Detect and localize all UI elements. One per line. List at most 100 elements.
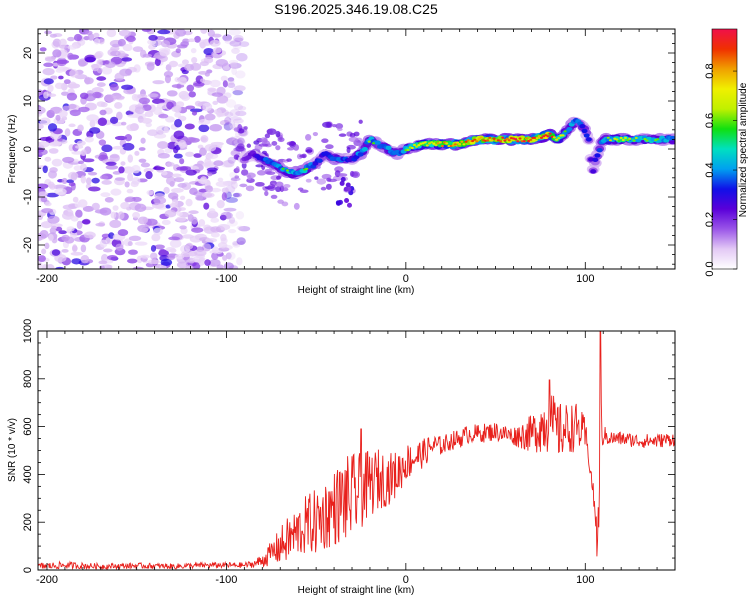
spectrogram-noise-blob — [161, 170, 168, 176]
spectrogram-noise-blob — [166, 101, 174, 110]
spectrogram-noise-blob — [138, 158, 147, 163]
spectrogram-halo-blob — [322, 121, 332, 128]
spectrogram-noise-blob — [157, 141, 169, 149]
spectrogram-noise-blob — [227, 156, 236, 164]
spectrogram-noise-blob — [173, 153, 183, 159]
spectrogram-noise-blob — [200, 29, 208, 34]
spectrogram-noise-blob — [178, 139, 187, 149]
spectrogram-noise-blob — [105, 161, 117, 166]
spectrogram-noise-blob — [51, 249, 61, 256]
spectrogram-noise-blob — [103, 60, 110, 65]
snr-y-tick-label: 400 — [22, 465, 34, 483]
spectrogram-y-label: Frequency (Hz) — [7, 115, 18, 184]
spectrogram-noise-blob — [146, 190, 154, 196]
spectrogram-noise-blob — [221, 192, 227, 201]
spectrogram-noise-blob — [198, 257, 205, 266]
spectrogram-noise-blob — [39, 136, 53, 142]
spectrogram-noise-blob — [140, 227, 149, 233]
spectrogram-ridge-cell — [645, 139, 649, 142]
spectrogram-ridge-cell — [563, 130, 567, 133]
spectrogram-noise-blob — [44, 201, 52, 207]
spectrogram-noise-blob — [174, 111, 182, 118]
spectrogram-ridge-cell — [585, 137, 592, 142]
spectrogram-noise-blob — [239, 41, 250, 47]
spectrogram-noise-blob — [101, 66, 113, 75]
spectrogram-ridge-cell — [518, 137, 522, 140]
spectrogram-noise-blob — [79, 92, 89, 100]
spectrogram-noise-blob — [38, 191, 48, 198]
spectrogram-noise-blob — [74, 74, 88, 80]
spectrogram-noise-blob — [228, 120, 236, 129]
spectrogram-noise-blob — [222, 254, 228, 261]
spectrogram-noise-blob — [234, 37, 244, 42]
spectrogram-halo-blob — [338, 133, 347, 137]
spectrogram-ridge-cell — [596, 147, 603, 153]
spectrogram-noise-blob — [212, 47, 222, 54]
spectrogram-x-ticks: -200 -100 0 100 — [36, 29, 676, 285]
spectrogram-noise-blob — [236, 257, 243, 266]
spectrogram-halo-blob — [262, 137, 268, 144]
spectrogram-halo-blob — [239, 183, 248, 188]
spectrogram-noise-blob — [180, 92, 191, 101]
spectrogram-ridge-cell — [428, 142, 432, 145]
spectrogram-noise-blob — [43, 62, 54, 68]
spectrogram-halo-blob — [264, 133, 271, 139]
spectrogram-noise-blob — [212, 100, 219, 106]
spectrogram-noise-blob — [105, 164, 119, 170]
spectrogram-halo-blob — [277, 199, 284, 204]
spectrogram-noise-blob — [160, 40, 171, 48]
spectrogram-noise-blob — [189, 235, 202, 243]
spectrogram-noise-blob — [84, 56, 96, 63]
spectrogram-ridge-cell — [423, 141, 427, 144]
spectrogram-ridge-cell — [522, 140, 526, 143]
spectrogram-noise-blob — [40, 196, 48, 203]
spectrogram-noise-blob — [228, 62, 242, 69]
spectrogram-ridge-cell — [353, 154, 360, 160]
spectrogram-noise-blob — [185, 169, 197, 176]
spectrogram-noise-blob — [134, 203, 147, 213]
spectrogram-noise-blob — [191, 262, 201, 269]
spectrogram-halo-blob — [233, 127, 240, 132]
spectrogram-halo-blob — [246, 143, 252, 148]
spectrogram-halo-blob — [316, 178, 327, 185]
snr-x-ticks: -200 -100 0 100 — [36, 331, 676, 586]
spectrogram-ridge-cell — [608, 139, 612, 142]
spectrogram-noise-blob — [195, 195, 204, 201]
spectrogram-noise-blob — [141, 29, 152, 32]
spectrogram-noise-blob — [49, 167, 58, 173]
spectrogram-ridge-cell — [559, 134, 563, 137]
spectrogram-noise-blob — [199, 78, 206, 83]
spectrogram-noise-blob — [62, 204, 75, 210]
spectrogram-ridge-cell — [357, 152, 364, 157]
spectrogram-noise-blob — [150, 245, 157, 252]
spectrogram-noise-blob — [43, 91, 49, 99]
spectrogram-noise-blob — [232, 44, 242, 50]
spectrogram-noise-blob — [82, 158, 95, 163]
spectrogram-noise-blob — [80, 175, 87, 184]
spectrogram-ridge-cell — [581, 128, 588, 134]
spectrogram-noise-blob — [120, 121, 127, 126]
spectrogram-noise-blob — [78, 160, 84, 165]
spectrogram-noise-blob — [147, 259, 161, 265]
spectrogram-ridge-cell — [406, 148, 410, 151]
spectrogram-halo-blob — [283, 184, 291, 188]
spectrogram-ridge-cell — [623, 136, 627, 140]
spectrogram-ridge-cell — [417, 144, 421, 147]
spectrogram-noise-blob — [67, 36, 75, 42]
spectrogram-noise-blob — [156, 125, 169, 134]
spectrogram-noise-blob — [191, 111, 198, 116]
spectrogram-noise-blob — [91, 202, 100, 211]
spectrogram-noise-blob — [81, 219, 91, 225]
spectrogram-ridge-cell — [514, 138, 518, 141]
spectrogram-noise-blob — [231, 67, 237, 76]
spectrogram-noise-blob — [148, 34, 158, 41]
spectrogram-noise-blob — [38, 123, 44, 130]
spectrogram-noise-blob — [50, 75, 58, 80]
spectrogram-noise-blob — [159, 264, 167, 269]
spectrogram-noise-blob — [227, 137, 236, 142]
spectrogram-noise-blob — [225, 252, 232, 260]
spectrogram-noise-blob — [48, 148, 59, 154]
spectrogram-noise-blob — [63, 79, 71, 85]
spectrogram-noise-blob — [145, 171, 153, 180]
spectrogram-tail-blob — [346, 186, 352, 192]
